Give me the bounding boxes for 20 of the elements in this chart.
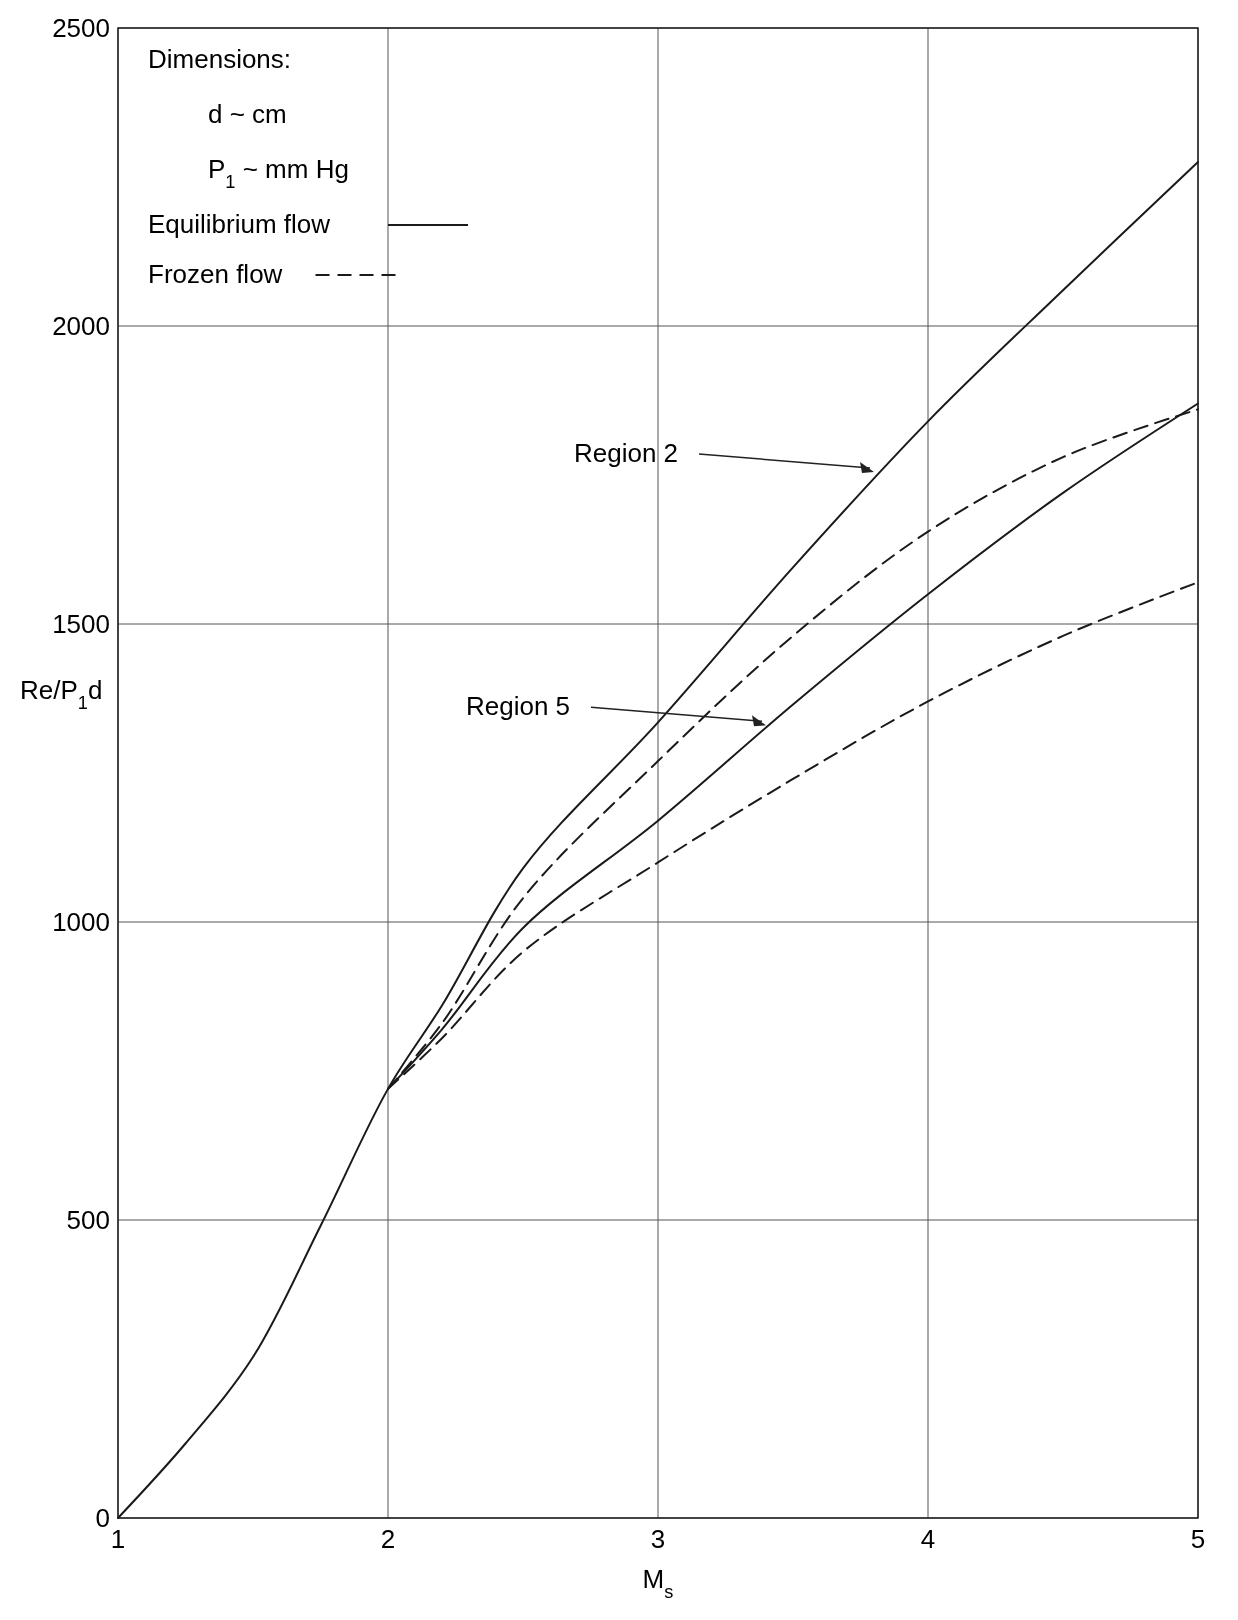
y-tick-label: 1000: [52, 907, 110, 937]
x-tick-label: 1: [110, 1524, 126, 1554]
y-tick-label: 500: [66, 1205, 110, 1235]
annotation: Region 5: [466, 691, 571, 722]
y-tick-label: 2000: [52, 311, 110, 341]
x-axis-title: M$_{s}$: [642, 1564, 674, 1602]
annotation: Region 2: [574, 438, 679, 469]
annotation: P$_{1}$ ~ mm Hg: [208, 154, 349, 192]
x-tick-label: 5: [1190, 1524, 1206, 1554]
annotation: d ~ cm: [208, 99, 287, 129]
y-tick-label: 2500: [52, 13, 110, 43]
x-tick-label: 3: [650, 1524, 666, 1554]
x-tick-label: 4: [920, 1524, 936, 1554]
y-axis-title: Re/P$_{1}$d: [20, 674, 103, 713]
legend-label: Equilibrium flow: [148, 209, 331, 239]
y-tick-label: 0: [95, 1503, 110, 1533]
x-tick-label: 2: [380, 1524, 396, 1554]
legend-title: Dimensions:: [148, 44, 292, 74]
y-tick-label: 1500: [52, 609, 110, 639]
legend-label: Frozen flow: [148, 259, 283, 289]
